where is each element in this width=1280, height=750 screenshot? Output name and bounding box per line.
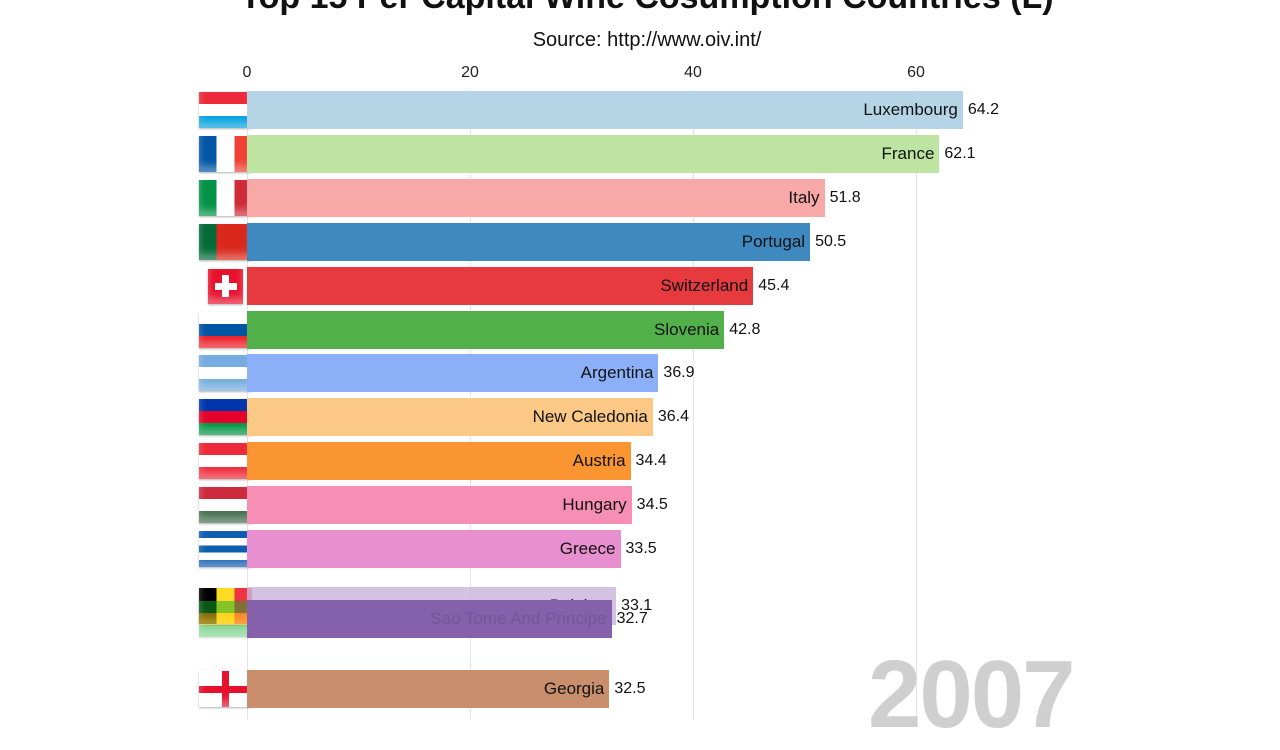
bar-name-label: Italy: [788, 187, 820, 207]
bar-value-label: 36.4: [657, 408, 689, 426]
bar-chart: 0 20 40 60 Luxembourg 64.2 France 62.1 Italy 51.8…: [199, 64, 999, 720]
bar-value-label: 50.5: [815, 232, 847, 250]
bar-name-label: Luxembourg: [863, 100, 958, 119]
bar-name-label: Sao Tome And Principe: [430, 609, 607, 629]
bar-name-label: Argentina: [580, 363, 654, 383]
flag-icon: [199, 531, 252, 567]
bar-value-label: 51.8: [829, 188, 861, 206]
chart-title: Top 15 Per Capital Wine Cosumption Count…: [0, 0, 1280, 17]
flag-icon: [199, 443, 252, 480]
bar-value-label: 36.9: [663, 364, 695, 382]
gridline: [916, 90, 917, 720]
bar-value-label: 62.1: [944, 144, 976, 162]
flag-icon: [199, 311, 252, 348]
bar-name-label: New Caledonia: [532, 407, 648, 427]
x-tick-label: 0: [242, 64, 252, 81]
x-tick-label: 40: [684, 64, 702, 81]
bar: [247, 670, 610, 709]
bar-name-label: Hungary: [562, 495, 627, 515]
bar: [247, 354, 659, 393]
bar-value-label: 34.5: [636, 496, 668, 514]
flag-icon: [208, 268, 243, 304]
year-label: 2007: [868, 641, 1076, 748]
bar-value-label: 32.7: [616, 610, 648, 628]
flag-icon: [199, 399, 252, 436]
bar: [247, 91, 963, 129]
bar: [247, 530, 621, 568]
bar-value-label: 45.4: [758, 276, 790, 294]
bar: [247, 486, 632, 525]
bar-value-label: 33.1: [621, 597, 653, 615]
flag-icon: [199, 601, 252, 638]
flag-icon: [199, 179, 252, 216]
bar-name-label: Austria: [572, 451, 626, 471]
bar: [247, 134, 940, 173]
bar-value-label: 33.5: [625, 540, 657, 557]
bar: [247, 310, 725, 349]
flag-icon: [199, 135, 252, 172]
bar: [247, 222, 811, 261]
chart-subtitle: Source: http://www.oiv.int/: [532, 29, 762, 51]
x-tick-label: 20: [461, 64, 479, 81]
bar: [247, 442, 631, 481]
flag-icon: [199, 92, 252, 128]
x-tick-label: 60: [907, 64, 925, 81]
bar-value-label: 32.5: [614, 680, 646, 698]
bar: [247, 178, 825, 217]
flag-icon: [199, 355, 252, 392]
flag-icon: [199, 223, 252, 260]
bar-value-label: 42.8: [729, 320, 761, 338]
flag-icon: [199, 487, 252, 524]
bar-name-label: France: [881, 143, 935, 163]
gridline: [693, 90, 694, 720]
bar: [247, 398, 653, 437]
bar-value-label: 34.4: [635, 452, 667, 470]
bar-name-label: Greece: [559, 539, 616, 558]
bar: [247, 600, 612, 639]
bar-name-label: Portugal: [741, 231, 806, 251]
flag-icon: [199, 671, 252, 708]
bar-name-label: Georgia: [543, 679, 605, 699]
bar-value-label: 64.2: [967, 101, 999, 118]
bar-name-label: Switzerland: [660, 275, 749, 295]
bar-name-label: Slovenia: [654, 319, 720, 339]
bar: [247, 266, 754, 305]
